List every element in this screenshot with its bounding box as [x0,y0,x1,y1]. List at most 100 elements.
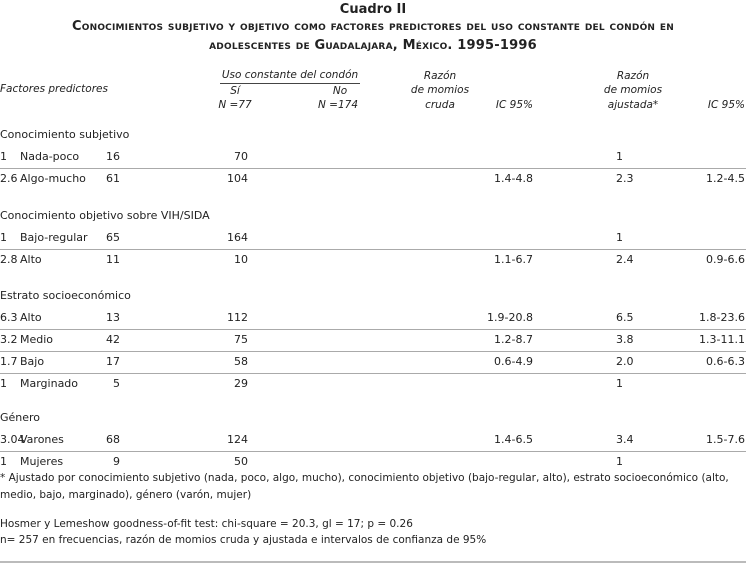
cell-ic2: 0.9-6.6 [706,253,745,266]
row-divider [0,329,746,330]
bottom-rule [0,561,746,563]
cell-si: 11 [106,253,120,266]
header-no: No [332,85,348,97]
cell-label: Marginado [20,377,79,390]
row-divider [0,451,746,452]
header-si-n: N =77 [218,99,252,111]
cell-cruda: 1 [0,150,7,163]
header-no-n: N =174 [317,99,359,111]
cell-ic2: 1.2-4.5 [706,172,745,185]
cell-ic2: 0.6-6.3 [706,355,745,368]
table-row: Alto 13 112 6.3 1.9-20.8 6.5 1.8-23.6 [0,307,746,329]
table-row: Mujeres 9 50 1 1 [0,451,746,473]
cell-no: 75 [234,333,248,346]
cell-aj: 1 [616,150,623,163]
table-row: Alto 11 10 2.8 1.1-6.7 2.4 0.9-6.6 [0,249,746,271]
cell-ic1: 0.6-4.9 [494,355,533,368]
cell-si: 9 [113,455,120,468]
cell-aj: 3.4 [616,433,634,446]
header-ic1: IC 95% [495,99,533,111]
table-title-line-1: Conocimientos subjetivo y objetivo como … [72,19,674,34]
cell-cruda: 1 [0,377,7,390]
cell-label: Nada-poco [20,150,80,163]
cell-si: 68 [106,433,120,446]
table-row: Bajo 17 58 1.7 0.6-4.9 2.0 0.6-6.3 [0,351,746,373]
cell-si: 17 [106,355,120,368]
row-divider [0,168,746,169]
cell-aj: 2.0 [616,355,634,368]
footnote-hosmer: Hosmer y Lemeshow goodness-of-fit test: … [0,518,413,530]
cell-ic1: 1.1-6.7 [494,253,533,266]
header-aj-2: de momios [603,84,663,96]
header-ic2: IC 95% [707,99,745,111]
row-divider [0,373,746,374]
cell-label: Medio [20,333,54,346]
cell-aj: 6.5 [616,311,634,324]
cell-ic1: 1.2-8.7 [494,333,533,346]
cell-si: 5 [113,377,120,390]
cell-aj: 2.3 [616,172,634,185]
footnote-adjusted: * Ajustado por conocimiento subjetivo (n… [0,472,729,501]
header-cruda-3: cruda [425,99,455,111]
cell-no: 58 [234,355,248,368]
cell-no: 164 [227,231,248,244]
group-label: Estrato socioeconómico [0,289,131,302]
group-label: Conocimiento objetivo sobre VIH/SIDA [0,209,210,222]
header-cruda-2: de momios [410,84,470,96]
table-caption: Cuadro II [339,2,407,17]
cell-aj: 1 [616,455,623,468]
header-cruda-1: Razón [423,70,457,82]
table-row: Medio 42 75 3.2 1.2-8.7 3.8 1.3-11.1 [0,329,746,351]
table-row: Nada-poco 16 70 1 1 [0,146,746,168]
table-title-line-2: adolescentes de Guadalajara, México. 199… [209,38,537,53]
cell-cruda: 1 [0,455,7,468]
cell-cruda: 3.2 [0,333,18,346]
cell-si: 16 [106,150,120,163]
header-si: Sí [230,85,240,97]
cell-ic1: 1.4-6.5 [494,433,533,446]
cell-no: 104 [227,172,248,185]
cell-aj: 3.8 [616,333,634,346]
cell-no: 124 [227,433,248,446]
cell-label: Bajo-regular [20,231,88,244]
group-label: Conocimiento subjetivo [0,128,130,141]
table-row: Algo-mucho 61 104 2.6 1.4-4.8 2.3 1.2-4.5 [0,168,746,190]
row-divider [0,351,746,352]
cell-no: 50 [234,455,248,468]
cell-cruda: 3.04 [0,433,25,446]
cell-si: 42 [106,333,120,346]
cell-label: Alto [20,253,42,266]
table-row: Varones 68 124 3.04 1.4-6.5 3.4 1.5-7.6 [0,429,746,451]
cell-aj: 2.4 [616,253,634,266]
header-aj-1: Razón [616,70,650,82]
cell-cruda: 6.3 [0,311,18,324]
cell-cruda: 2.6 [0,172,18,185]
cell-label: Varones [20,433,64,446]
cell-ic2: 1.8-23.6 [699,311,745,324]
cell-si: 65 [106,231,120,244]
cell-si: 61 [106,172,120,185]
cell-label: Bajo [20,355,45,368]
cell-label: Mujeres [20,455,64,468]
cell-cruda: 1 [0,231,7,244]
group-label: Género [0,411,41,424]
cell-no: 70 [234,150,248,163]
cell-ic1: 1.9-20.8 [487,311,533,324]
table-row: Marginado 5 29 1 1 [0,373,746,395]
header-group-rule [220,83,360,84]
cell-cruda: 2.8 [0,253,18,266]
cell-aj: 1 [616,231,623,244]
footnote-n: n= 257 en frecuencias, razón de momios c… [0,534,487,546]
cell-label: Alto [20,311,42,324]
cell-aj: 1 [616,377,623,390]
cell-si: 13 [106,311,120,324]
table-row: Bajo-regular 65 164 1 1 [0,227,746,249]
cell-no: 10 [234,253,248,266]
header-factores: Factores predictores [0,83,108,95]
cell-cruda: 1.7 [0,355,18,368]
cell-ic1: 1.4-4.8 [494,172,533,185]
row-divider [0,249,746,250]
cell-label: Algo-mucho [20,172,86,185]
header-uso-group: Uso constante del condón [221,69,359,81]
